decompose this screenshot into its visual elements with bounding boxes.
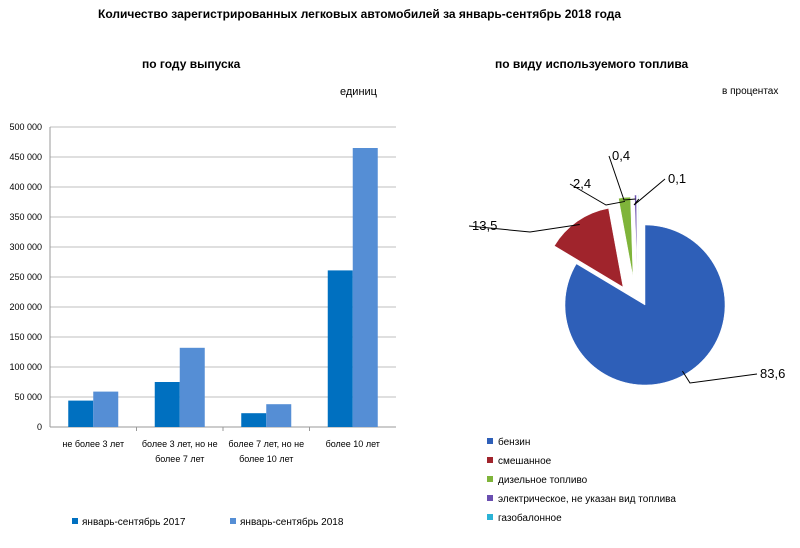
x-tick-label: более 7 лет: [155, 454, 204, 464]
data-label: 0,4: [612, 148, 630, 163]
data-label: 0,1: [668, 171, 686, 186]
y-tick-label: 150 000: [9, 332, 42, 342]
y-tick-label: 450 000: [9, 152, 42, 162]
leader-line: [682, 370, 758, 384]
x-tick-label: более 7 лет, но не: [228, 439, 304, 449]
bar-2018: [352, 148, 378, 427]
legend-label: январь-сентябрь 2018: [240, 516, 344, 528]
leader-line: [633, 178, 666, 206]
x-tick-label: более 10 лет: [326, 439, 380, 449]
bar-2017: [154, 382, 180, 427]
y-tick-label: 100 000: [9, 362, 42, 372]
pie-slice-2: [618, 196, 634, 278]
bar-2017: [68, 400, 94, 427]
pie-chart-unit: в процентах: [722, 86, 779, 97]
main-title: Количество зарегистрированных легковых а…: [98, 7, 622, 21]
data-label: 83,6: [760, 366, 785, 381]
pie-slice-3: [634, 194, 638, 276]
data-label: 13,5: [472, 218, 497, 233]
bar-2018: [179, 347, 205, 427]
leader-line: [608, 155, 636, 201]
bar-chart-unit: единиц: [340, 86, 377, 98]
legend-label: смешанное: [498, 456, 552, 467]
leader-line: [468, 224, 580, 233]
legend-swatch: [487, 438, 493, 444]
legend-label: дизельное топливо: [498, 475, 588, 486]
y-tick-label: 400 000: [9, 182, 42, 192]
legend-label: январь-сентябрь 2017: [82, 516, 186, 528]
legend-label: бензин: [498, 436, 530, 448]
bar-2017: [241, 413, 267, 427]
pie-chart-title: по виду используемого топлива: [495, 57, 689, 71]
pie-slice-1: [554, 208, 624, 288]
y-tick-label: 500 000: [9, 122, 42, 132]
x-tick-label: более 3 лет, но не: [142, 439, 218, 449]
legend-label: газобалонное: [498, 512, 562, 524]
y-tick-label: 0: [37, 422, 42, 432]
y-tick-label: 300 000: [9, 242, 42, 252]
data-label: 2,4: [573, 176, 591, 191]
legend-swatch: [487, 476, 493, 482]
leader-line: [569, 183, 625, 206]
y-tick-label: 200 000: [9, 302, 42, 312]
legend-swatch: [487, 514, 493, 520]
legend-swatch: [487, 495, 493, 501]
x-tick-label: не более 3 лет: [62, 439, 124, 449]
legend-swatch: [72, 518, 78, 524]
bar-2017: [327, 270, 353, 427]
bar-2018: [93, 391, 119, 427]
x-tick-label: более 10 лет: [239, 454, 293, 464]
bar-chart-title: по году выпуска: [142, 57, 241, 71]
legend-label: электрическое, не указан вид топлива: [498, 494, 676, 505]
pie-slice-4: [638, 194, 640, 276]
y-tick-label: 250 000: [9, 272, 42, 282]
legend-swatch: [230, 518, 236, 524]
legend-swatch: [487, 457, 493, 463]
bar-2018: [266, 404, 292, 427]
y-tick-label: 350 000: [9, 212, 42, 222]
y-tick-label: 50 000: [14, 392, 42, 402]
